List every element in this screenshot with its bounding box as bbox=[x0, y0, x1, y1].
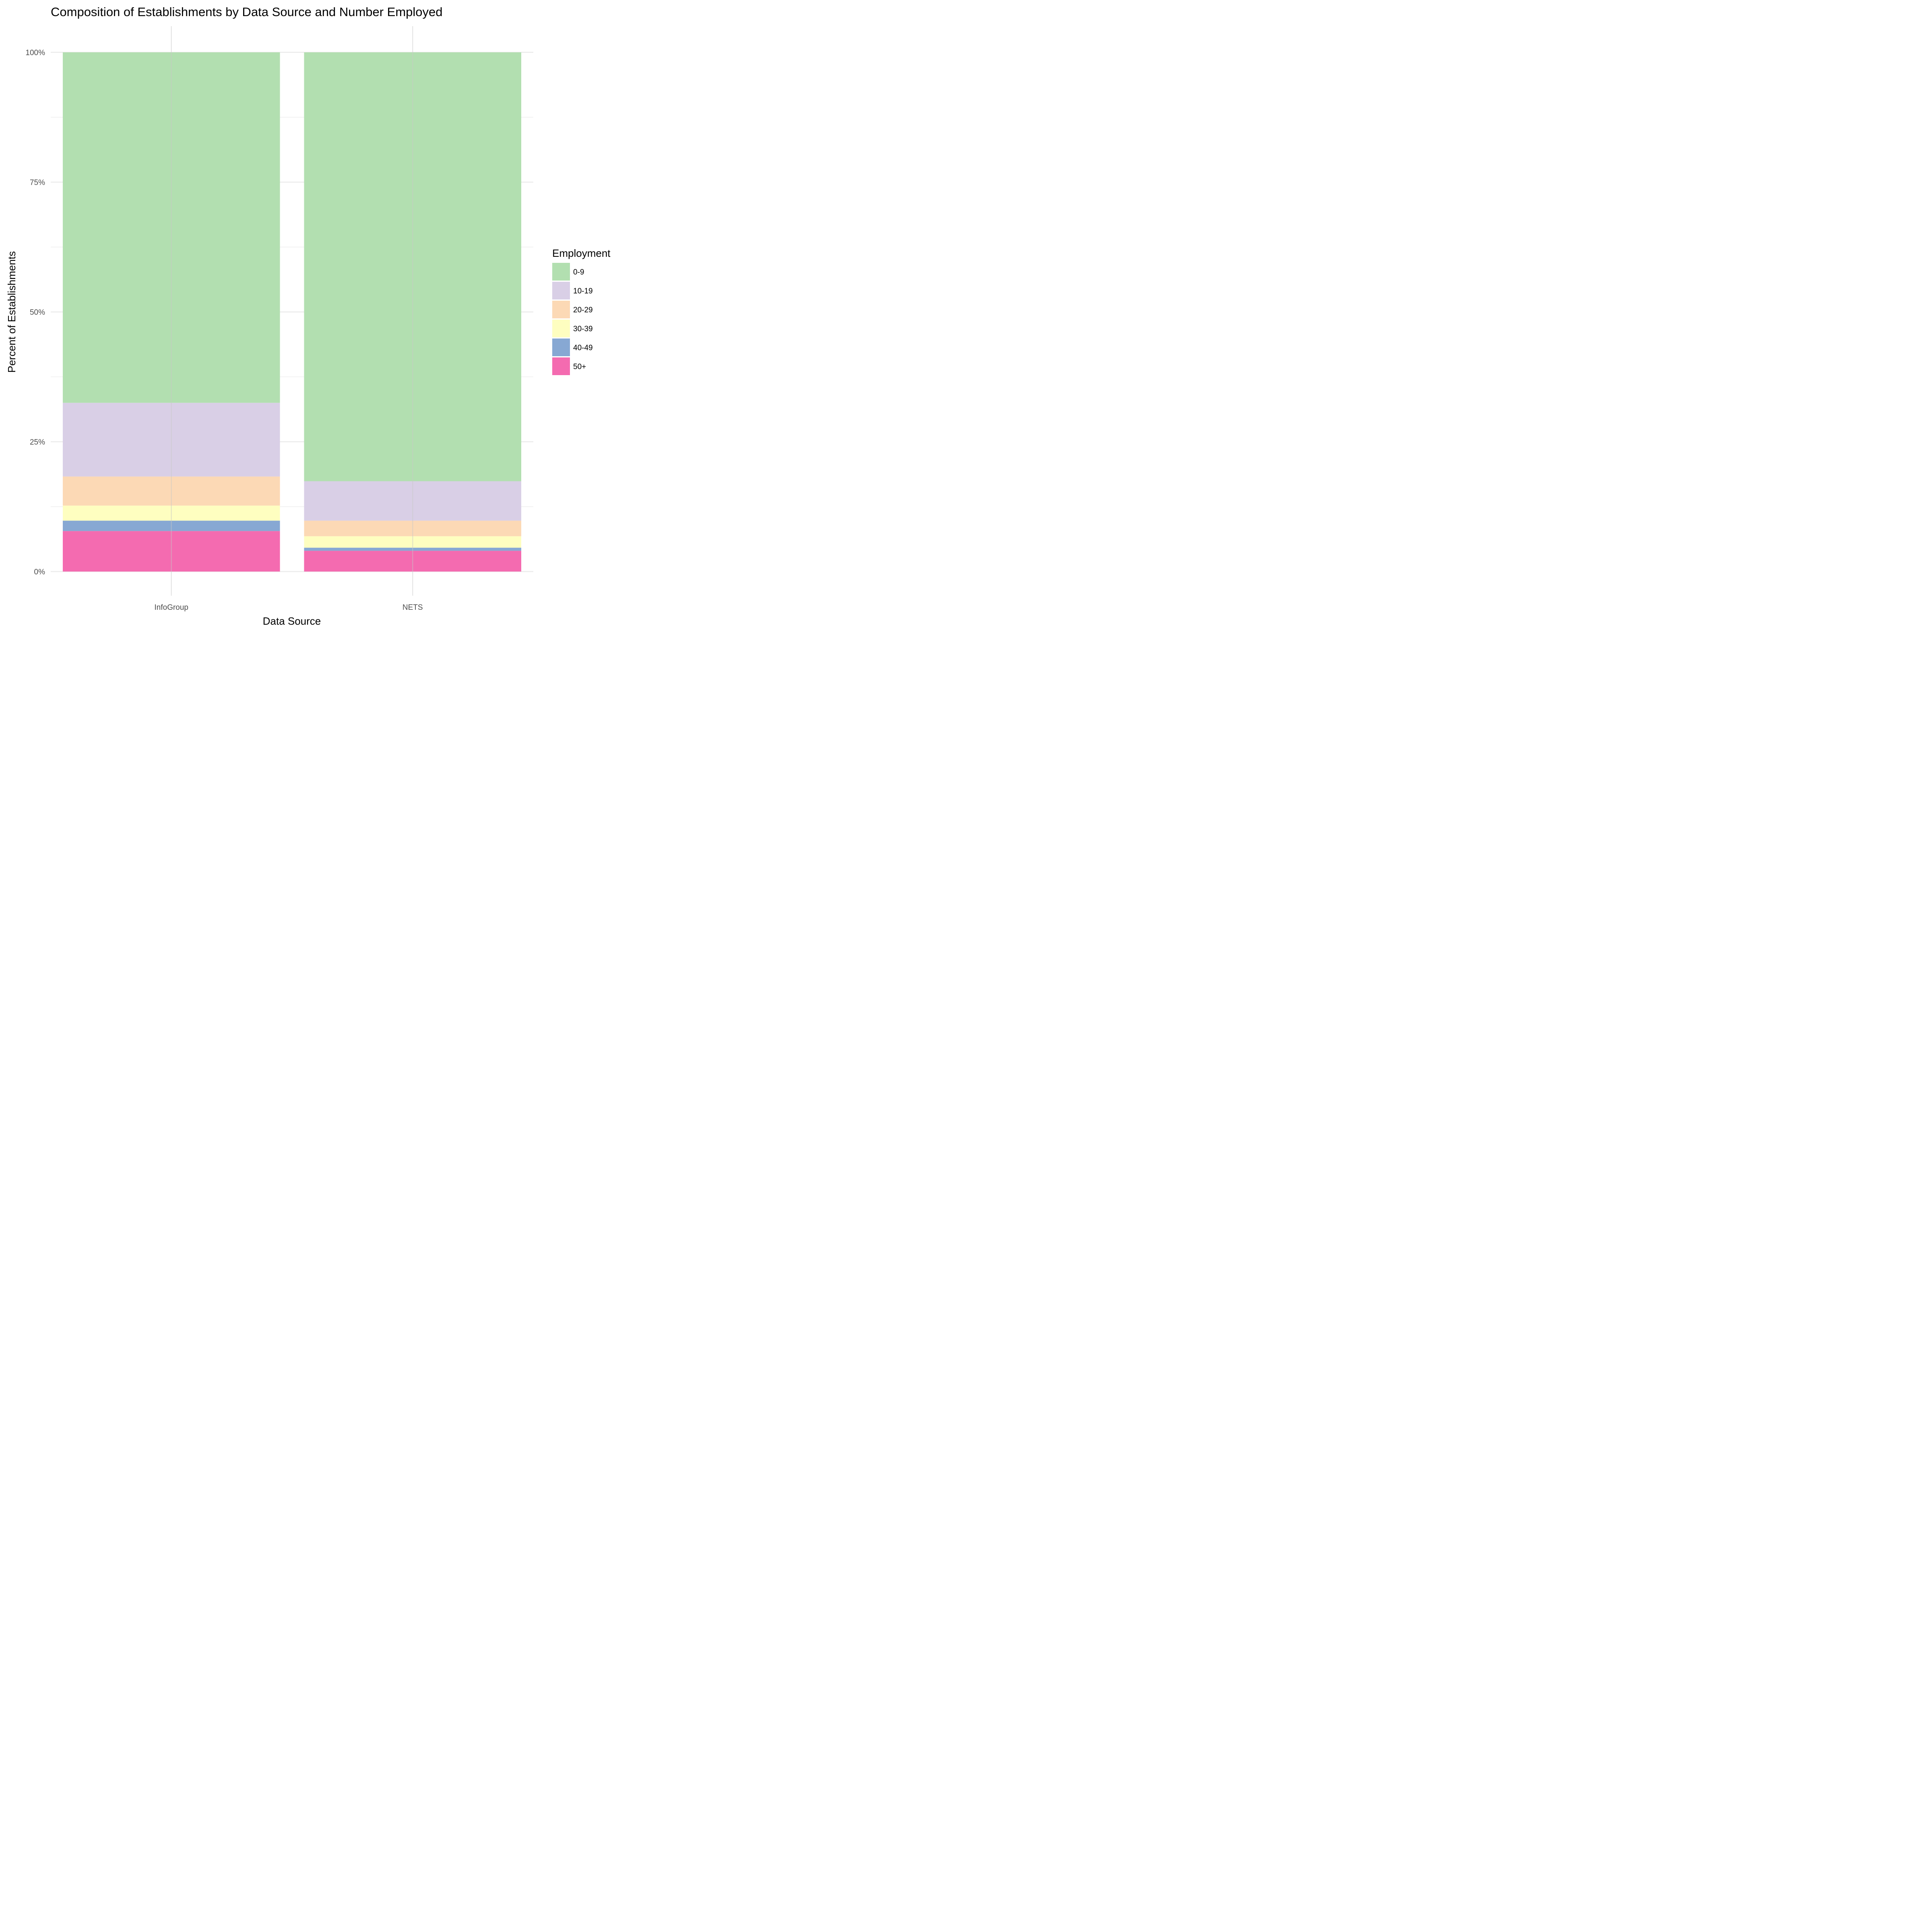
legend-key bbox=[552, 339, 570, 356]
bar-segment-infogroup-0-9 bbox=[62, 52, 280, 403]
legend-label: 50+ bbox=[573, 363, 586, 371]
bar-segment-nets-10-19 bbox=[304, 481, 522, 521]
bar-segment-infogroup-10-19 bbox=[62, 402, 280, 477]
x-axis-ticks: InfoGroup NETS bbox=[155, 603, 423, 612]
legend-items: 0-9 10-19 20-29 30-39 40-49 50+ bbox=[552, 263, 593, 375]
legend-key bbox=[552, 282, 570, 299]
chart-title: Composition of Establishments by Data So… bbox=[51, 5, 443, 19]
legend-key bbox=[552, 357, 570, 375]
bar-segment-infogroup-40-49 bbox=[62, 520, 280, 531]
x-axis-title: Data Source bbox=[263, 615, 321, 627]
y-axis-ticks: 0% 25% 50% 75% 100% bbox=[25, 49, 45, 576]
x-tick-label-infogroup: InfoGroup bbox=[155, 603, 189, 612]
legend-item-40-49: 40-49 bbox=[552, 339, 593, 356]
chart-canvas: Composition of Establishments by Data So… bbox=[6, 5, 611, 627]
legend-title: Employment bbox=[552, 247, 611, 259]
legend-item-20-29: 20-29 bbox=[552, 301, 593, 318]
vertical-grid bbox=[171, 26, 413, 596]
legend-item-50plus: 50+ bbox=[552, 357, 586, 375]
y-tick-label: 25% bbox=[30, 438, 45, 447]
legend-item-10-19: 10-19 bbox=[552, 282, 593, 299]
legend-label: 0-9 bbox=[573, 268, 584, 277]
legend: Employment 0-9 10-19 20-29 30-39 40-49 50+ bbox=[552, 247, 611, 375]
y-tick-label: 75% bbox=[30, 179, 45, 187]
bar-segment-nets-20-29 bbox=[304, 520, 522, 537]
bar-segment-infogroup-20-29 bbox=[62, 476, 280, 506]
bar-segment-infogroup-50plus bbox=[62, 531, 280, 572]
legend-item-0-9: 0-9 bbox=[552, 263, 584, 281]
bar-segment-infogroup-30-39 bbox=[62, 506, 280, 521]
bars bbox=[62, 52, 522, 572]
bar-segment-nets-0-9 bbox=[304, 52, 522, 481]
legend-key bbox=[552, 263, 570, 281]
y-tick-label: 50% bbox=[30, 308, 45, 317]
legend-label: 10-19 bbox=[573, 287, 593, 295]
y-tick-label: 100% bbox=[25, 49, 45, 57]
legend-key bbox=[552, 301, 570, 318]
legend-key bbox=[552, 320, 570, 337]
bar-segment-nets-50plus bbox=[304, 551, 522, 572]
bar-segment-nets-40-49 bbox=[304, 547, 522, 551]
chart: Composition of Establishments by Data So… bbox=[0, 0, 628, 628]
legend-label: 40-49 bbox=[573, 344, 593, 352]
legend-label: 20-29 bbox=[573, 306, 593, 314]
legend-item-30-39: 30-39 bbox=[552, 320, 593, 337]
y-tick-label: 0% bbox=[34, 568, 45, 576]
x-tick-label-nets: NETS bbox=[402, 603, 423, 612]
y-axis-title: Percent of Establishments bbox=[6, 251, 18, 373]
bar-segment-nets-30-39 bbox=[304, 536, 522, 548]
legend-label: 30-39 bbox=[573, 325, 593, 333]
